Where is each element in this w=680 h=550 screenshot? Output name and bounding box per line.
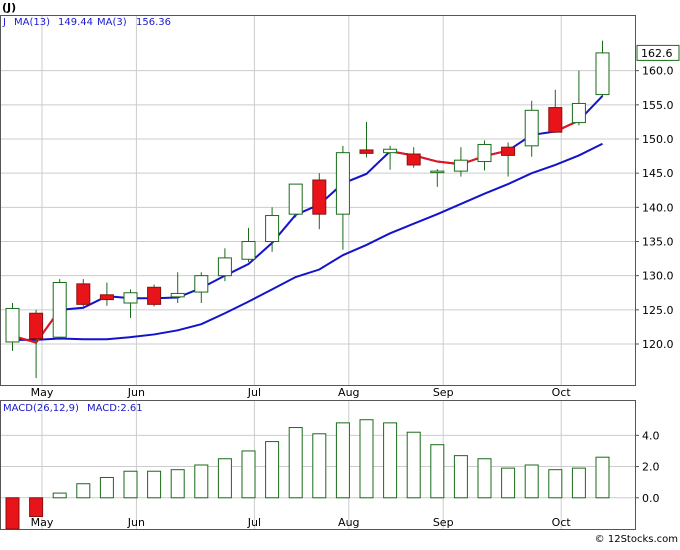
candle-body-up xyxy=(123,292,138,304)
macd-bar xyxy=(76,483,91,499)
candle-body-down xyxy=(29,312,44,340)
price-tick-label: 150.0 xyxy=(642,133,674,146)
candle-body-down xyxy=(312,179,327,215)
price-tick-label: 155.0 xyxy=(642,99,674,112)
candle-body-up xyxy=(5,307,20,343)
price-tick-label: 145.0 xyxy=(642,167,674,180)
macd-bar xyxy=(217,458,232,499)
macd-x-axis-labels: May Jun Jul Aug Sep Oct xyxy=(31,516,572,529)
macd-axis-ticks: 0.0 2.0 4.0 xyxy=(635,429,660,505)
last-price-label: 162.6 xyxy=(641,47,673,60)
macd-tick-label: 0.0 xyxy=(642,492,660,505)
price-axis-ticks: 120.0 125.0 130.0 135.0 140.0 145.0 150.0 155.0… xyxy=(635,65,674,351)
macd-x-label: Aug xyxy=(338,516,359,529)
macd-bar xyxy=(99,476,114,499)
price-x-label: Oct xyxy=(552,386,572,399)
macd-bar xyxy=(453,455,468,499)
candle-body-up xyxy=(383,148,398,154)
macd-bar xyxy=(288,427,303,499)
candle-body-up xyxy=(170,292,185,298)
macd-bar-negative xyxy=(5,497,20,530)
macd-bar xyxy=(406,431,421,499)
legend-ma13-value: 149.44 xyxy=(58,17,93,28)
legend-ma3-label: MA(3) xyxy=(97,17,127,28)
macd-bar xyxy=(147,470,162,499)
candle-body-up xyxy=(241,241,256,260)
price-tick-label: 130.0 xyxy=(642,270,674,283)
macd-bar-negative xyxy=(29,497,44,518)
price-x-axis-labels: May Jun Jul Aug Sep Oct xyxy=(31,386,572,399)
candle-body-up xyxy=(524,109,539,147)
ma13-line xyxy=(12,142,603,341)
candle-body-up xyxy=(430,170,445,174)
candle-body-up xyxy=(477,143,492,163)
macd-x-label: Oct xyxy=(552,516,572,529)
macd-bar xyxy=(430,444,445,499)
candle-body-up xyxy=(52,282,67,338)
candle-body-down xyxy=(147,286,162,305)
macd-x-label: Jul xyxy=(247,516,261,529)
candle-body-down xyxy=(406,153,421,166)
macd-bar xyxy=(312,433,327,499)
candle-body-up xyxy=(265,215,280,243)
candle-body-down xyxy=(501,146,516,156)
macd-bar xyxy=(123,470,138,499)
legend-symbol: J xyxy=(2,17,6,28)
last-price-marker: 162.6 xyxy=(636,44,680,61)
macd-tick-label: 4.0 xyxy=(642,429,660,442)
price-tick-label: 140.0 xyxy=(642,201,674,214)
macd-bar xyxy=(359,419,374,499)
price-gridlines xyxy=(1,16,635,385)
candle-body-down xyxy=(76,283,91,305)
price-tick-label: 135.0 xyxy=(642,236,674,249)
macd-bar xyxy=(241,450,256,499)
macd-bar xyxy=(548,469,563,499)
footer-credit: © 12Stocks.com xyxy=(595,534,678,545)
macd-bar xyxy=(265,441,280,499)
candle-body-down xyxy=(359,149,374,154)
macd-bar xyxy=(170,469,185,499)
price-x-label: Aug xyxy=(338,386,359,399)
price-x-label: Jun xyxy=(127,386,145,399)
macd-tick-label: 2.0 xyxy=(642,461,660,474)
macd-bar xyxy=(383,422,398,499)
last-price-box xyxy=(636,44,680,61)
price-x-label: May xyxy=(31,386,54,399)
macd-bars xyxy=(5,419,610,530)
candle-body-up xyxy=(288,183,303,215)
candle-body-up xyxy=(453,159,468,172)
macd-bar xyxy=(52,492,67,499)
macd-bar xyxy=(524,464,539,499)
price-tick-label: 120.0 xyxy=(642,338,674,351)
price-x-label: Sep xyxy=(433,386,454,399)
macd-x-label: Sep xyxy=(433,516,454,529)
macd-bar xyxy=(194,464,209,499)
legend-ma13-label: MA(13) xyxy=(14,17,50,28)
price-candles xyxy=(5,40,610,379)
macd-bar xyxy=(501,467,516,499)
macd-bar xyxy=(477,458,492,499)
macd-label: MACD(26,12,9) xyxy=(3,403,79,414)
candle-body-up xyxy=(571,102,586,124)
candle-body-down xyxy=(548,107,563,133)
price-x-label: Jul xyxy=(247,386,261,399)
price-tick-label: 160.0 xyxy=(642,65,674,78)
legend-ma3-value: 156.36 xyxy=(136,17,171,28)
macd-x-label: May xyxy=(31,516,54,529)
chart-title: (J) xyxy=(2,1,16,14)
candle-body-down xyxy=(99,294,114,301)
macd-value-label: MACD:2.61 xyxy=(87,403,143,414)
macd-bar xyxy=(595,456,610,499)
candle-body-up xyxy=(335,152,350,215)
macd-bar xyxy=(335,422,350,499)
price-tick-label: 125.0 xyxy=(642,304,674,317)
macd-x-label: Jun xyxy=(127,516,145,529)
candle-body-up xyxy=(595,52,610,96)
candle-body-up xyxy=(194,275,209,293)
macd-bar xyxy=(571,467,586,499)
candle-body-up xyxy=(217,257,232,277)
